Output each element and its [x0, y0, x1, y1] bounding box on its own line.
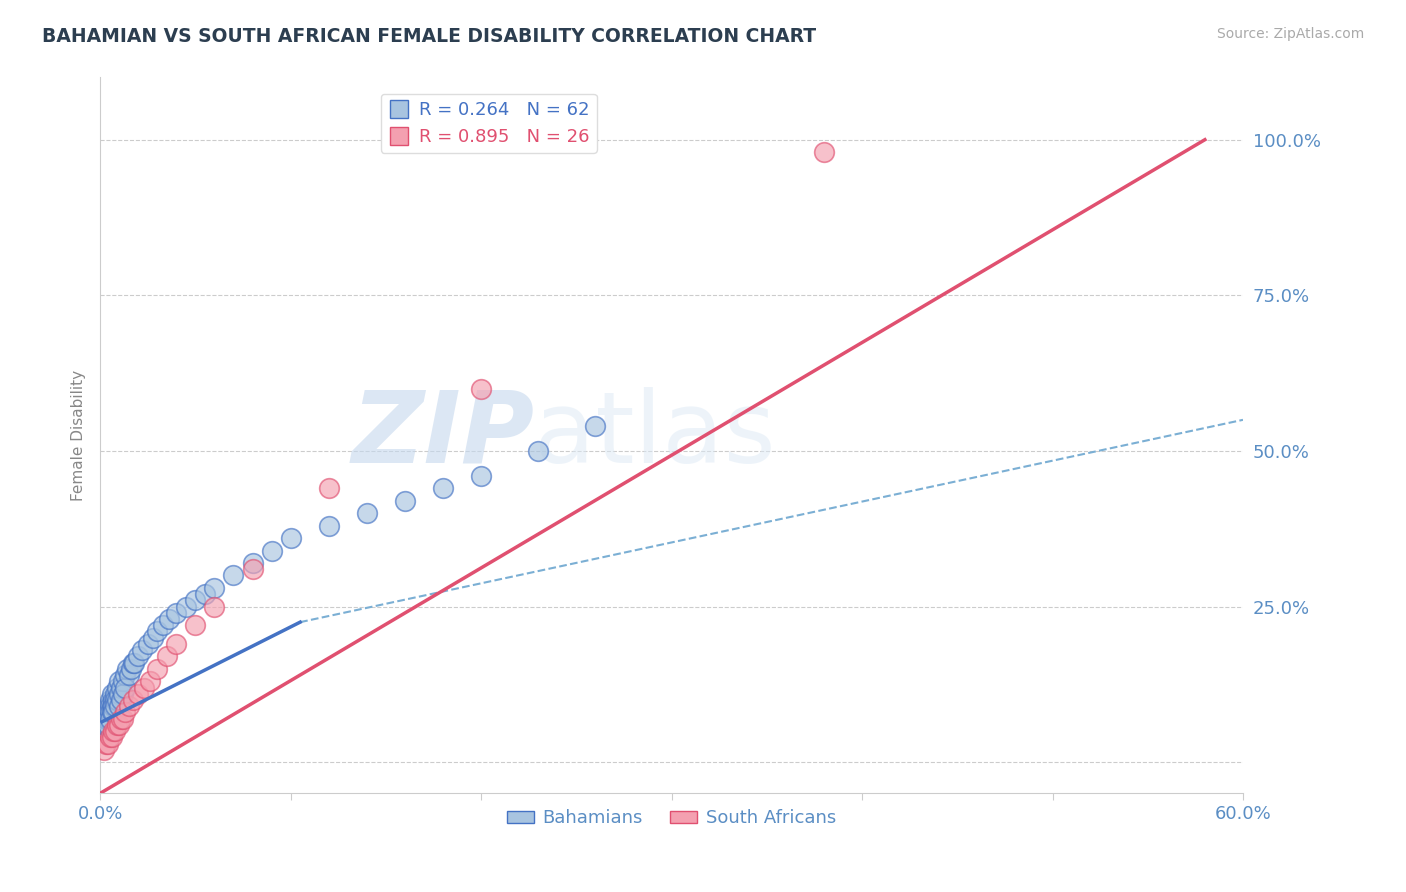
Point	[111, 687, 134, 701]
Point	[98, 712, 121, 726]
Point	[127, 687, 149, 701]
Point	[583, 419, 606, 434]
Point	[156, 649, 179, 664]
Point	[174, 599, 197, 614]
Point	[152, 618, 174, 632]
Point	[108, 674, 131, 689]
Point	[136, 637, 159, 651]
Point	[100, 687, 122, 701]
Point	[121, 693, 143, 707]
Point	[110, 693, 132, 707]
Point	[184, 618, 207, 632]
Point	[242, 562, 264, 576]
Point	[813, 145, 835, 160]
Point	[97, 718, 120, 732]
Point	[91, 724, 114, 739]
Point	[157, 612, 180, 626]
Point	[142, 631, 165, 645]
Y-axis label: Female Disability: Female Disability	[72, 370, 86, 501]
Point	[470, 382, 492, 396]
Point	[146, 624, 169, 639]
Point	[108, 718, 131, 732]
Point	[110, 712, 132, 726]
Point	[94, 737, 117, 751]
Point	[94, 706, 117, 720]
Point	[103, 699, 125, 714]
Point	[98, 693, 121, 707]
Point	[114, 706, 136, 720]
Point	[127, 649, 149, 664]
Point	[100, 699, 122, 714]
Point	[105, 718, 128, 732]
Point	[111, 674, 134, 689]
Point	[165, 637, 187, 651]
Point	[120, 662, 142, 676]
Point	[104, 687, 127, 701]
Point	[184, 593, 207, 607]
Point	[132, 681, 155, 695]
Point	[93, 712, 115, 726]
Point	[138, 674, 160, 689]
Point	[115, 662, 138, 676]
Point	[242, 556, 264, 570]
Point	[110, 681, 132, 695]
Point	[108, 699, 131, 714]
Legend: Bahamians, South Africans: Bahamians, South Africans	[499, 802, 844, 834]
Point	[118, 668, 141, 682]
Point	[318, 518, 340, 533]
Point	[98, 706, 121, 720]
Point	[105, 693, 128, 707]
Point	[146, 662, 169, 676]
Point	[394, 493, 416, 508]
Point	[97, 737, 120, 751]
Point	[124, 656, 146, 670]
Point	[97, 706, 120, 720]
Text: atlas: atlas	[534, 387, 776, 483]
Point	[98, 731, 121, 745]
Point	[100, 731, 122, 745]
Point	[97, 712, 120, 726]
Point	[280, 531, 302, 545]
Point	[105, 681, 128, 695]
Point	[93, 743, 115, 757]
Point	[131, 643, 153, 657]
Point	[98, 699, 121, 714]
Point	[94, 712, 117, 726]
Text: Source: ZipAtlas.com: Source: ZipAtlas.com	[1216, 27, 1364, 41]
Point	[222, 568, 245, 582]
Point	[202, 581, 225, 595]
Point	[93, 718, 115, 732]
Point	[104, 693, 127, 707]
Point	[104, 699, 127, 714]
Point	[432, 481, 454, 495]
Point	[103, 706, 125, 720]
Point	[202, 599, 225, 614]
Point	[103, 724, 125, 739]
Point	[108, 687, 131, 701]
Point	[318, 481, 340, 495]
Point	[100, 706, 122, 720]
Point	[121, 656, 143, 670]
Point	[104, 724, 127, 739]
Text: BAHAMIAN VS SOUTH AFRICAN FEMALE DISABILITY CORRELATION CHART: BAHAMIAN VS SOUTH AFRICAN FEMALE DISABIL…	[42, 27, 817, 45]
Point	[97, 699, 120, 714]
Text: ZIP: ZIP	[352, 387, 534, 483]
Point	[194, 587, 217, 601]
Point	[527, 444, 550, 458]
Point	[118, 699, 141, 714]
Point	[470, 468, 492, 483]
Point	[260, 543, 283, 558]
Point	[114, 681, 136, 695]
Point	[165, 606, 187, 620]
Point	[111, 712, 134, 726]
Point	[103, 693, 125, 707]
Point	[114, 668, 136, 682]
Point	[356, 506, 378, 520]
Point	[94, 718, 117, 732]
